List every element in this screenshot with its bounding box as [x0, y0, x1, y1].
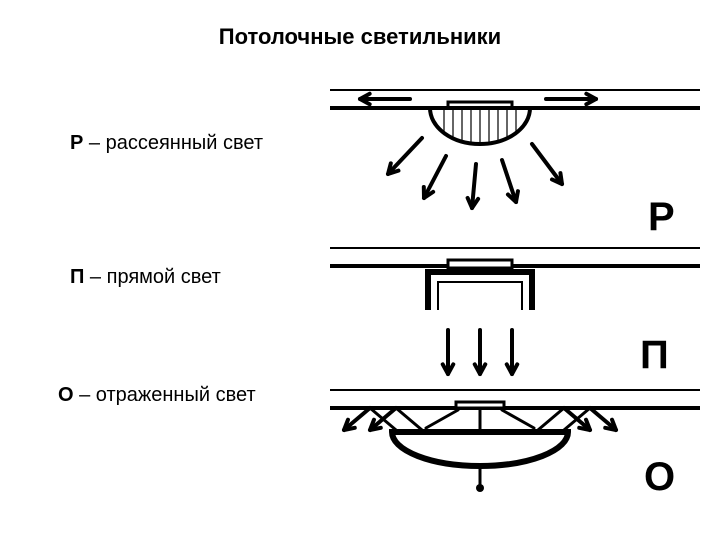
diagram-svg: Р П О	[330, 80, 700, 520]
label-p-text: – рассеянный свет	[83, 132, 263, 154]
lighting-diagram: Р П О	[330, 80, 700, 520]
svg-text:Р: Р	[648, 195, 675, 239]
label-o-text: – отраженный свет	[74, 384, 256, 406]
label-pi-text: – прямой свет	[84, 266, 220, 288]
label-o: О – отраженный свет	[58, 384, 256, 407]
label-p-letter: Р	[70, 132, 83, 154]
page-title: Потолочные светильники	[0, 24, 720, 50]
label-p: Р – рассеянный свет	[70, 132, 263, 155]
label-pi-letter: П	[70, 266, 84, 288]
svg-text:П: П	[640, 333, 669, 377]
label-o-letter: О	[58, 384, 74, 406]
svg-text:О: О	[644, 455, 675, 499]
label-pi: П – прямой свет	[70, 266, 221, 289]
